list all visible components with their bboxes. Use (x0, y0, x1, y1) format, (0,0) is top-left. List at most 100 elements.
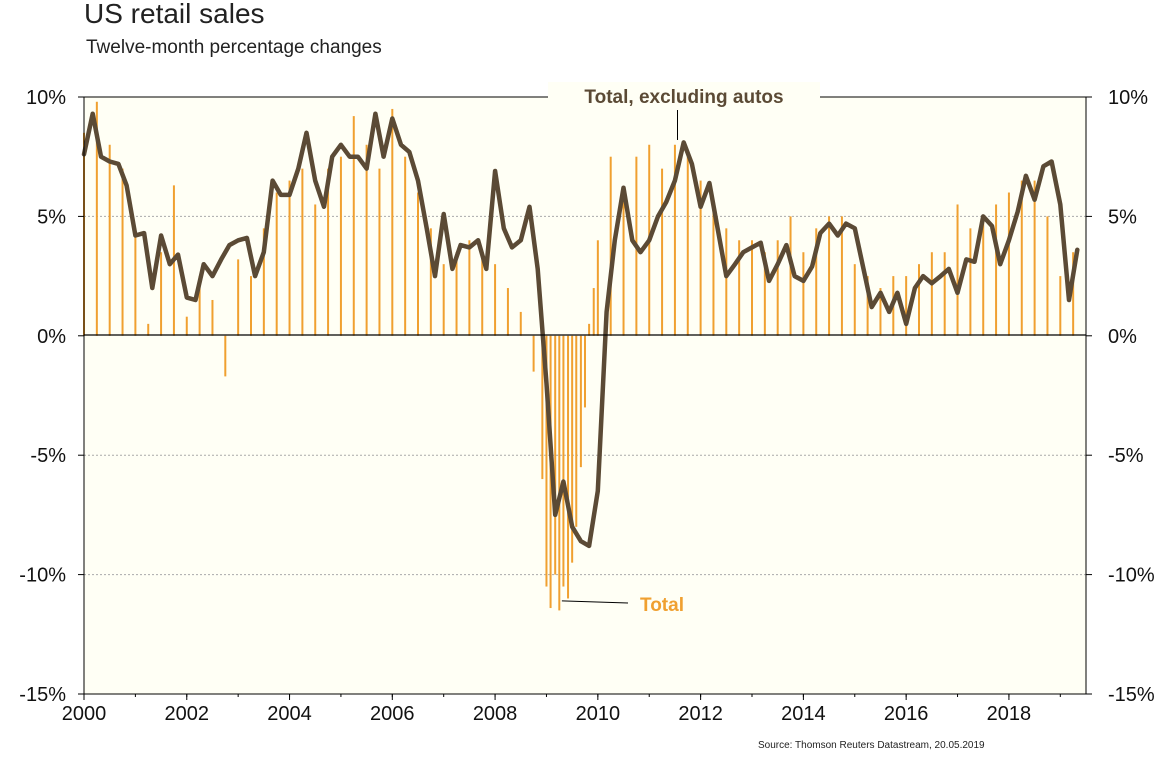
bar-total (558, 335, 561, 611)
x-tick-label: 2014 (781, 703, 826, 725)
bar-total (442, 264, 445, 336)
bar-total (609, 156, 612, 336)
bar-total (250, 276, 252, 336)
y-tick-label-right: 10% (1108, 87, 1148, 109)
annotation-ex-autos-bg (548, 82, 820, 110)
bar-total (352, 116, 355, 336)
bar-total (853, 264, 856, 336)
bar-total (584, 335, 586, 408)
bar-total (763, 252, 766, 336)
bar-total (365, 144, 368, 336)
bar-total (699, 180, 702, 336)
bar-total (1059, 276, 1062, 336)
bar-total (211, 299, 214, 336)
bar-total (198, 276, 201, 336)
bar-total (738, 240, 741, 336)
bar-total (1020, 180, 1023, 336)
bar-total (802, 252, 805, 336)
bar-total (622, 192, 625, 336)
bar-total (1007, 192, 1010, 336)
bar-total (185, 316, 188, 336)
annotation-ex-autos-label: Total, excluding autos (584, 87, 783, 108)
bar-total (545, 335, 548, 587)
bar-total (108, 144, 111, 336)
bar-total (661, 168, 664, 336)
bar-total (571, 335, 574, 563)
bar-total (1033, 180, 1036, 336)
bar-total (404, 156, 407, 336)
bar-total (455, 252, 458, 336)
bar-total (481, 252, 484, 336)
bar-total (673, 144, 676, 336)
y-tick-label-left: -15% (19, 684, 66, 706)
bar-total (575, 335, 578, 527)
x-tick-label: 2000 (62, 703, 107, 725)
series-line-ex-autos (81, 111, 1080, 549)
bar-total (494, 264, 497, 336)
bar-total (943, 252, 946, 336)
bar-total (134, 228, 137, 336)
bar-total (288, 180, 291, 336)
bar-total (712, 204, 715, 336)
x-tick-label: 2016 (884, 703, 929, 725)
y-tick-label-left: 5% (37, 206, 66, 228)
y-tick-label-right: 0% (1108, 326, 1137, 348)
bar-total (275, 192, 278, 336)
y-tick-label-right: -10% (1108, 565, 1155, 587)
bar-total (588, 323, 591, 336)
y-tick-label-left: 0% (37, 326, 66, 348)
bar-total (519, 311, 522, 336)
x-tick-label: 2002 (165, 703, 210, 725)
bar-total (468, 240, 471, 336)
bar-total (918, 264, 920, 336)
bar-total (905, 276, 908, 336)
bar-total (327, 168, 330, 336)
bar-total (391, 108, 394, 336)
bar-total (995, 204, 998, 336)
bar-total (776, 240, 779, 336)
bar-total (930, 252, 933, 336)
bar-total (840, 216, 843, 336)
bar-total (828, 216, 831, 336)
bar-total (982, 216, 985, 336)
bar-total (417, 192, 419, 336)
y-tick-label-right: -15% (1108, 684, 1155, 706)
bar-total (596, 240, 599, 336)
bar-total (969, 228, 972, 336)
bar-total (725, 228, 728, 336)
bar-total (789, 216, 792, 336)
bar-total (224, 335, 227, 377)
x-tick-label: 2018 (987, 703, 1032, 725)
bar-total (378, 168, 381, 336)
y-tick-label-left: -10% (19, 565, 66, 587)
bar-total (686, 156, 689, 336)
bar-total (1072, 252, 1075, 336)
bar-total (506, 288, 509, 336)
annotation-total-leader (561, 600, 629, 604)
bar-total (866, 276, 869, 336)
bar-total (541, 335, 544, 480)
x-tick-label: 2008 (473, 703, 518, 725)
x-tick-label: 2010 (576, 703, 621, 725)
bar-total (579, 335, 582, 468)
y-tick-label-left: -5% (30, 445, 66, 467)
chart-subtitle: Twelve-month percentage changes (86, 37, 382, 58)
bar-total (1046, 216, 1049, 336)
bar-total (314, 204, 317, 336)
bar-total (592, 288, 595, 336)
bar-total (121, 168, 124, 336)
bar-total (554, 335, 557, 575)
bar-total (567, 335, 570, 599)
bar-total (160, 252, 163, 336)
x-tick-label: 2006 (370, 703, 415, 725)
x-tick-label: 2012 (678, 703, 723, 725)
bar-total (237, 259, 240, 336)
bar-total (879, 288, 882, 336)
bar-total (751, 240, 753, 336)
source-note: Source: Thomson Reuters Datastream, 20.0… (758, 740, 985, 751)
bar-total (95, 101, 98, 336)
y-tick-label-right: 5% (1108, 206, 1137, 228)
bar-total (301, 168, 304, 336)
bar-total (956, 204, 959, 336)
